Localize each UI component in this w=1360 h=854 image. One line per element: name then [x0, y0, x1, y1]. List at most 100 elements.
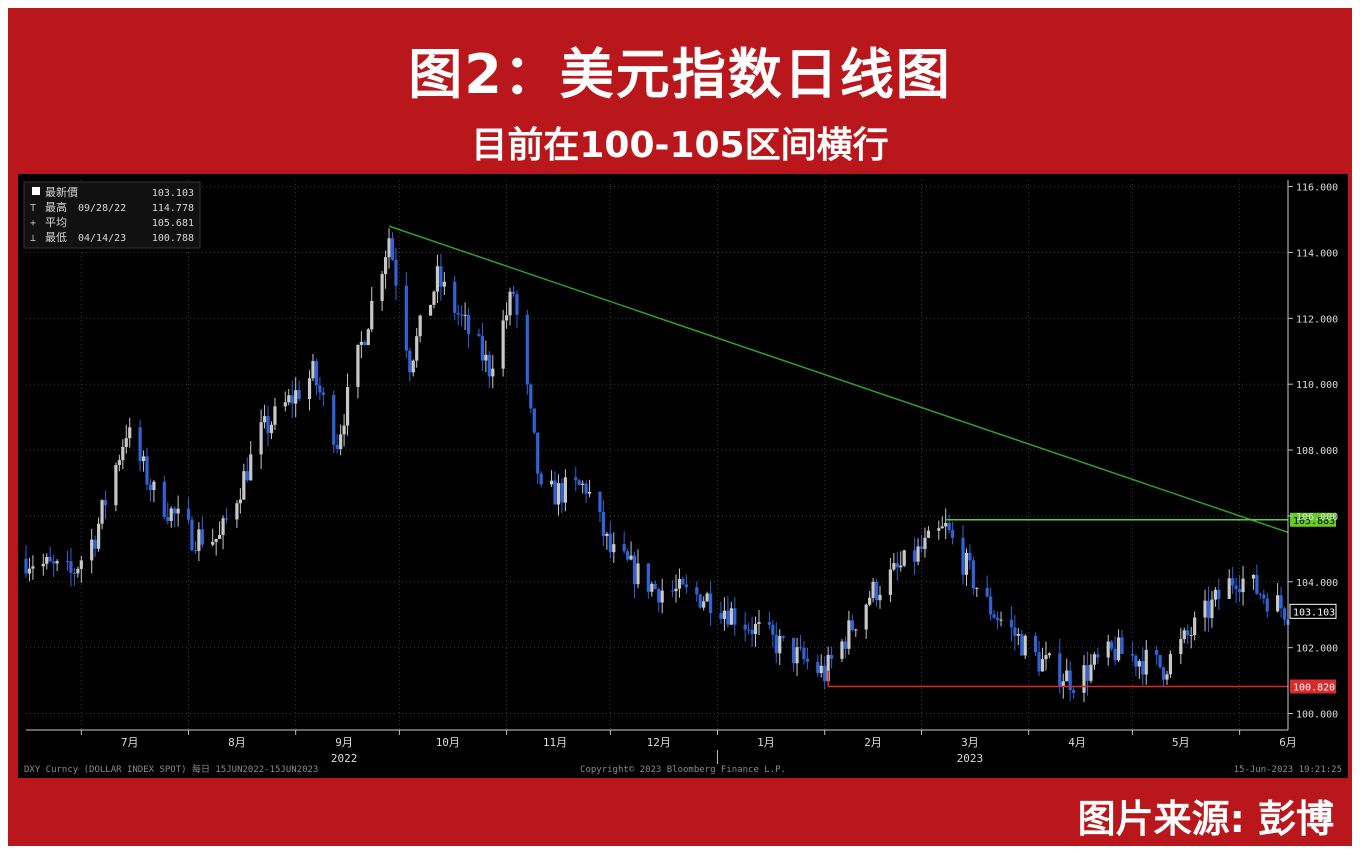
candle-body [1089, 664, 1093, 681]
candle-body [1189, 635, 1193, 637]
support-label: 100.820 [1293, 683, 1335, 694]
candle-body [1234, 585, 1238, 590]
candle-body [176, 508, 180, 514]
candle-body [287, 395, 291, 403]
candle-body [636, 563, 640, 585]
y-tick-label: 110.000 [1296, 380, 1338, 391]
candle-body [747, 629, 751, 631]
candle-body [577, 480, 581, 485]
candle-body [294, 390, 298, 404]
candle-body [556, 483, 561, 505]
candle-body [888, 569, 892, 595]
candle-body [145, 456, 149, 485]
candle-body [757, 622, 761, 624]
x-tick-label: 6月 [1279, 736, 1297, 749]
candle-body [235, 503, 239, 520]
candle-body [708, 593, 713, 614]
svg-text:⊥: ⊥ [30, 233, 36, 244]
candle-body [1044, 655, 1048, 660]
candle-body [463, 314, 467, 316]
candle-body [874, 581, 879, 601]
candle-body [97, 523, 101, 549]
candle-body [262, 416, 267, 423]
candle-body [100, 500, 104, 524]
candle-body [1096, 654, 1100, 658]
candle-body [314, 361, 319, 386]
x-tick-label: 7月 [121, 736, 139, 749]
candle-body [245, 471, 249, 481]
candle-body [383, 257, 388, 275]
candle-body [536, 432, 540, 474]
candle-body [1210, 599, 1214, 619]
candle-body [1058, 653, 1062, 687]
candle-body [781, 636, 785, 638]
x-tick-label: 8月 [228, 736, 246, 749]
candle-body [791, 637, 796, 664]
candle-body [1106, 641, 1110, 658]
candle-body [560, 483, 564, 503]
candle-body [79, 560, 83, 569]
candle-body [1072, 690, 1076, 693]
candle-body [916, 546, 920, 562]
y-tick-label: 108.000 [1296, 446, 1338, 457]
candle-body [190, 519, 194, 551]
candle-body [1203, 600, 1207, 618]
candle-body [1168, 654, 1173, 675]
candle-body [1141, 661, 1145, 675]
candle-body [574, 477, 578, 481]
candle-body [480, 335, 484, 361]
candle-body [912, 550, 917, 562]
candle-body [356, 344, 360, 388]
candle-body [802, 647, 806, 659]
candle-body [1113, 648, 1117, 661]
candle-body [684, 584, 688, 588]
candle-body [148, 484, 153, 491]
candle-body [27, 568, 32, 574]
candle-body [162, 481, 166, 518]
candle-body [1241, 578, 1245, 593]
candle-body [477, 333, 481, 336]
downtrend-line [388, 225, 1289, 534]
candle-body [1013, 627, 1017, 636]
candle-body [117, 460, 121, 465]
candle-body [871, 581, 875, 598]
candle-body [892, 563, 896, 570]
candle-body [532, 408, 536, 433]
candle-body [501, 320, 505, 369]
y-tick-label: 100.000 [1296, 710, 1338, 721]
candle-body [539, 473, 543, 485]
candle-body [985, 587, 989, 597]
y-tick-label: 104.000 [1296, 578, 1338, 589]
candle-body [816, 661, 820, 674]
candles [24, 228, 1290, 703]
candle-body [435, 266, 440, 292]
candle-body [460, 314, 464, 316]
candle-body [1193, 617, 1197, 636]
candle-body [428, 304, 433, 316]
candle-body [1279, 595, 1283, 609]
candle-body [408, 350, 412, 373]
candle-body [864, 604, 868, 630]
candle-body [1061, 681, 1065, 687]
candle-body [1085, 665, 1090, 681]
candle-body [242, 471, 246, 500]
legend-avg-value: 105.681 [152, 218, 194, 229]
candle-body [138, 427, 142, 462]
bloomberg-timestamp: 15-Jun-2023 19:21:25 [1234, 765, 1342, 775]
candle-body [363, 341, 367, 346]
candle-body [432, 291, 436, 305]
y-tick-label: 114.000 [1296, 248, 1338, 259]
candle-body [826, 654, 830, 682]
candle-body [605, 533, 609, 537]
x-tick-label: 5月 [1172, 736, 1190, 749]
candle-body [632, 555, 637, 585]
candle-body [48, 556, 52, 562]
candle-body [76, 568, 80, 574]
candle-body [173, 508, 177, 514]
candle-body [1251, 574, 1256, 579]
candle-body [581, 483, 585, 485]
candle-body [1065, 670, 1069, 682]
candle-body [484, 354, 488, 361]
candle-body [221, 518, 225, 535]
candle-body [311, 361, 315, 379]
